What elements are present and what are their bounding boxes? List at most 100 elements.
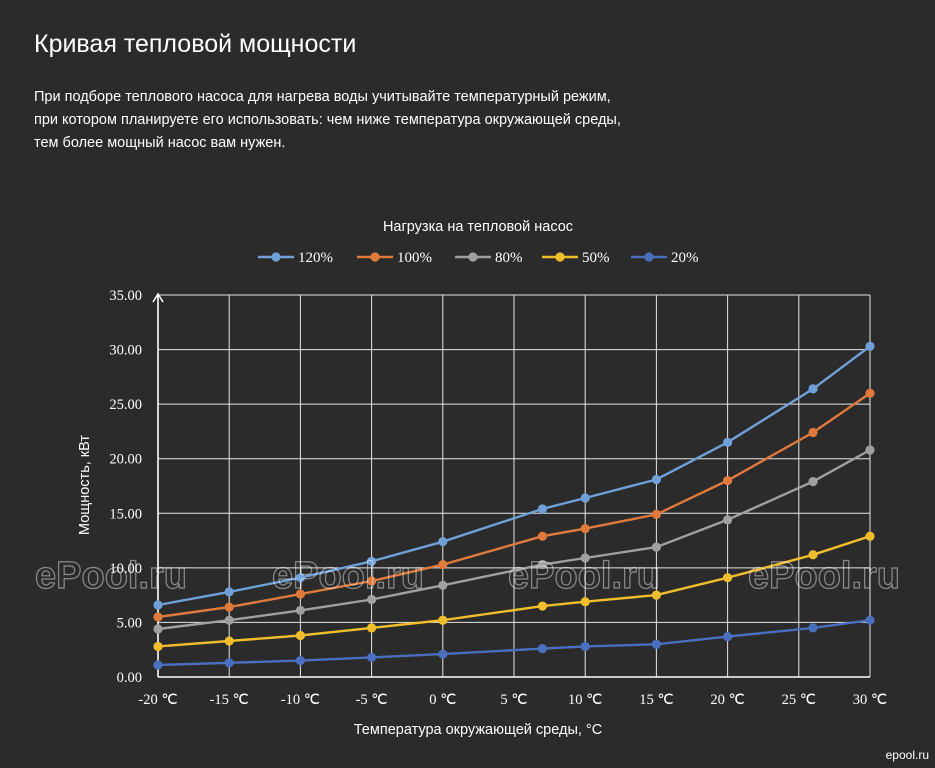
data-point [295, 573, 305, 583]
legend-swatch-marker [555, 252, 565, 262]
x-tick-label: 10 ℃ [568, 692, 602, 708]
legend-swatch-marker [370, 252, 380, 262]
data-point [367, 576, 377, 586]
chart-grid [157, 294, 871, 678]
y-tick-label: 5.00 [117, 615, 142, 631]
chart-axes [152, 292, 870, 678]
data-point [295, 589, 305, 599]
data-point [651, 590, 662, 600]
data-point [153, 612, 163, 622]
data-point [808, 550, 818, 560]
data-point [651, 474, 662, 485]
legend-swatch-marker [271, 252, 281, 262]
y-tick-label: 35.00 [109, 288, 142, 304]
chart-legend: 120% 100% 80% 50% 20% [258, 250, 699, 266]
data-point [865, 388, 875, 398]
y-tick-label: 10.00 [109, 561, 142, 577]
data-point [295, 605, 305, 616]
data-point [723, 632, 733, 642]
series-50% [153, 531, 875, 652]
y-tick-label: 30.00 [109, 343, 142, 359]
data-point [153, 600, 163, 610]
data-point [295, 656, 305, 666]
legend-label: 50% [582, 250, 610, 266]
legend-item: 50% [542, 250, 610, 266]
data-point [865, 615, 875, 625]
x-tick-label: 20 ℃ [710, 692, 744, 708]
y-tick-label: 20.00 [109, 452, 142, 468]
description-line: При подборе теплового насоса для нагрева… [34, 89, 611, 105]
watermark-logo: ePool.ru [272, 555, 424, 597]
data-point [537, 559, 548, 570]
x-tick-label: -5 ℃ [356, 692, 388, 708]
data-point [153, 624, 163, 634]
legend-item: 20% [631, 250, 699, 266]
y-axis-arrow [152, 292, 164, 303]
legend-swatch-marker [468, 252, 478, 262]
data-point [438, 649, 448, 659]
x-tick-label: -10 ℃ [281, 692, 320, 708]
data-point [537, 504, 548, 514]
watermark-logo: ePool.ru [35, 555, 187, 597]
data-point [723, 515, 733, 525]
y-tick-label: 25.00 [109, 397, 142, 413]
data-point [580, 553, 590, 563]
data-point [224, 602, 234, 612]
data-point [537, 531, 548, 541]
data-point [580, 597, 590, 607]
x-axis-label: Температура окружающей среды, °C [354, 722, 602, 738]
data-point [224, 636, 234, 646]
data-point [224, 587, 234, 597]
data-point [438, 537, 448, 547]
data-point [865, 531, 875, 541]
data-point [580, 641, 590, 652]
legend-label: 20% [671, 250, 699, 266]
data-point [153, 660, 163, 670]
data-point [651, 542, 662, 552]
data-point [537, 644, 548, 654]
x-tick-label: 0 ℃ [429, 692, 456, 708]
page-title: Кривая тепловой мощности [34, 30, 357, 58]
watermark-logo: ePool.ru [748, 555, 900, 597]
x-tick-label: 15 ℃ [639, 692, 673, 708]
description-line: тем более мощный насос вам нужен. [34, 135, 286, 151]
legend-item: 80% [455, 250, 523, 266]
x-tick-label: 30 ℃ [853, 692, 887, 708]
data-point [723, 437, 733, 447]
page-description: При подборе теплового насоса для нагрева… [34, 86, 734, 155]
legend-label: 120% [298, 250, 333, 266]
data-point [224, 658, 234, 668]
data-point [367, 652, 377, 662]
y-tick-label: 15.00 [109, 506, 142, 522]
description-line: при котором планируете его использовать:… [34, 112, 621, 128]
x-tick-label: -20 ℃ [138, 692, 177, 708]
legend-swatch-marker [644, 252, 654, 262]
data-point [438, 559, 448, 570]
data-point [865, 445, 875, 455]
data-point [537, 601, 548, 611]
data-point [580, 493, 590, 503]
data-point [367, 556, 377, 566]
data-point [808, 427, 818, 438]
chart-series [153, 341, 875, 670]
data-point [224, 615, 234, 625]
data-point [651, 509, 662, 519]
x-tick-label: 5 ℃ [500, 692, 527, 708]
data-point [153, 641, 163, 652]
legend-item: 100% [357, 250, 432, 266]
legend-label: 100% [397, 250, 432, 266]
data-point [438, 580, 448, 590]
data-point [808, 384, 818, 394]
legend-label: 80% [495, 250, 523, 266]
watermark-logo: ePool.ru [508, 555, 660, 597]
x-tick-label: -15 ℃ [210, 692, 249, 708]
data-point [295, 630, 305, 641]
data-point [808, 477, 818, 487]
data-point [723, 475, 733, 486]
corner-watermark: epool.ru [886, 748, 929, 762]
data-point [651, 639, 662, 649]
y-axis-ticks: 0.00 5.00 10.00 15.00 20.00 25.00 30.00 35.00 [109, 288, 142, 686]
series-20% [153, 615, 875, 670]
data-point [367, 623, 377, 633]
y-tick-label: 0.00 [117, 670, 142, 686]
